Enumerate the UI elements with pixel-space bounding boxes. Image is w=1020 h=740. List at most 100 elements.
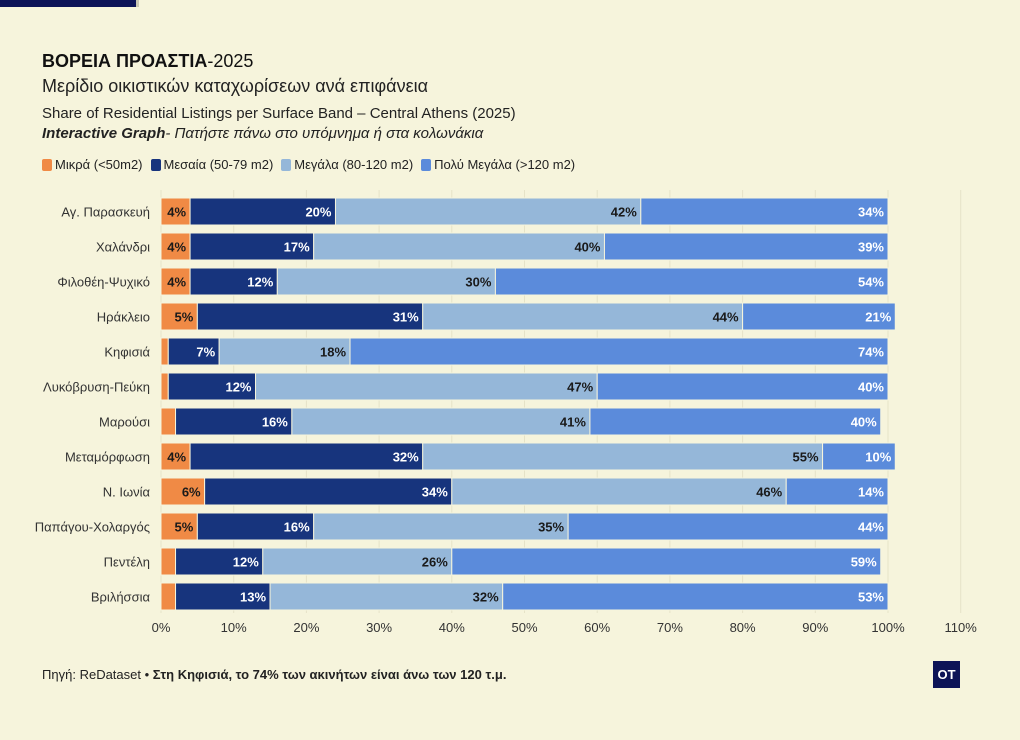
bar-segment[interactable]	[785, 477, 889, 506]
bar-segment[interactable]	[160, 407, 177, 436]
bar-segment[interactable]	[160, 232, 191, 261]
legend-label: Μεσαία (50-79 m2)	[163, 157, 274, 172]
chart-header: ΒΟΡΕΙΑ ΠΡΟΑΣΤΙΑ-2025 Μερίδιο οικιστικών …	[42, 50, 516, 144]
data-label: 42%	[611, 205, 637, 220]
bar-segment[interactable]	[160, 372, 169, 401]
data-label: 44%	[858, 520, 884, 535]
x-tick-label: 30%	[366, 620, 392, 635]
data-label: 20%	[305, 205, 331, 220]
bar-segment[interactable]	[291, 407, 591, 436]
bar-segment[interactable]	[160, 302, 198, 331]
data-label: 46%	[756, 485, 782, 500]
bar-segment[interactable]	[204, 477, 453, 506]
bar-segment[interactable]	[160, 477, 206, 506]
bar-segment[interactable]	[334, 197, 642, 226]
bar-segment[interactable]	[640, 197, 889, 226]
data-label: 6%	[182, 485, 201, 500]
legend-item-1[interactable]: Μεσαία (50-79 m2)	[150, 157, 274, 172]
bar-segment[interactable]	[189, 267, 278, 296]
bar-segment[interactable]	[189, 232, 315, 261]
bar-segment[interactable]	[160, 582, 177, 611]
chart-title: ΒΟΡΕΙΑ ΠΡΟΑΣΤΙΑ-2025	[42, 50, 516, 72]
top-accent-bar	[0, 0, 136, 7]
category-label: Χαλάνδρι	[96, 240, 150, 255]
bar-segment[interactable]	[262, 547, 453, 576]
bar-segment[interactable]	[313, 512, 569, 541]
bar-segment[interactable]	[255, 372, 598, 401]
bar-segment[interactable]	[160, 442, 191, 471]
data-label: 16%	[262, 415, 288, 430]
x-tick-label: 20%	[293, 620, 319, 635]
category-label: Πεντέλη	[104, 555, 150, 570]
bar-segment[interactable]	[276, 267, 496, 296]
data-label: 5%	[175, 310, 194, 325]
bar-segment[interactable]	[742, 302, 896, 331]
bar-segment[interactable]	[596, 372, 889, 401]
bar-segment[interactable]	[160, 512, 198, 541]
data-label: 5%	[175, 520, 194, 535]
bar-segment[interactable]	[451, 477, 787, 506]
bar-segment[interactable]	[218, 337, 351, 366]
bar-segment[interactable]	[160, 337, 169, 366]
chart-subtitle-english: Share of Residential Listings per Surfac…	[42, 105, 516, 122]
source-separator: •	[141, 667, 153, 682]
legend-swatch	[150, 158, 161, 171]
bar-segment[interactable]	[167, 337, 220, 366]
bar-segment[interactable]	[196, 302, 424, 331]
category-label: Παπάγου-Χολαργός	[35, 520, 150, 535]
category-label: Λυκόβρυση-Πεύκη	[43, 380, 150, 395]
bar-segment[interactable]	[422, 442, 824, 471]
bar-segment[interactable]	[603, 232, 889, 261]
ot-logo[interactable]: OT	[933, 661, 960, 688]
data-label: 40%	[858, 380, 884, 395]
bar-segment[interactable]	[167, 372, 257, 401]
interactive-hint-text: - Πατήστε πάνω στο υπόμνημα ή στα κολωνά…	[165, 125, 484, 142]
top-accent-shadow	[136, 0, 139, 7]
bar-segment[interactable]	[494, 267, 889, 296]
data-label: 32%	[393, 450, 419, 465]
data-label: 4%	[167, 205, 186, 220]
bar-segment[interactable]	[160, 197, 191, 226]
legend-item-2[interactable]: Μεγάλα (80-120 m2)	[281, 157, 413, 172]
chart-legend: Μικρά (<50m2) Μεσαία (50-79 m2) Μεγάλα (80…	[42, 157, 575, 172]
x-tick-label: 10%	[221, 620, 247, 635]
data-label: 10%	[865, 450, 891, 465]
x-tick-label: 40%	[439, 620, 465, 635]
x-tick-label: 50%	[511, 620, 537, 635]
data-label: 35%	[538, 520, 564, 535]
data-label: 4%	[167, 450, 186, 465]
bar-segment[interactable]	[189, 442, 424, 471]
data-label: 4%	[167, 240, 186, 255]
bar-segment[interactable]	[451, 547, 882, 576]
bar-segment[interactable]	[269, 582, 504, 611]
bar-segment[interactable]	[189, 197, 336, 226]
bar-segment[interactable]	[567, 512, 889, 541]
category-label: Αγ. Παρασκευή	[61, 205, 150, 220]
category-label: Ν. Ιωνία	[103, 485, 151, 500]
data-label: 34%	[858, 205, 884, 220]
category-label: Φιλοθέη-Ψυχικό	[57, 275, 150, 290]
chart-title-bold: ΒΟΡΕΙΑ ΠΡΟΑΣΤΙΑ	[42, 51, 208, 71]
bar-segment[interactable]	[196, 512, 315, 541]
legend-swatch	[281, 158, 292, 171]
bar-segment[interactable]	[502, 582, 889, 611]
bar-segment[interactable]	[422, 302, 744, 331]
bar-segment[interactable]	[313, 232, 605, 261]
category-label: Κηφισιά	[104, 345, 150, 360]
legend-label: Μικρά (<50m2)	[55, 157, 143, 172]
interactive-hint-bold: Interactive Graph	[42, 125, 166, 142]
bar-segment[interactable]	[349, 337, 889, 366]
x-tick-label: 100%	[871, 620, 905, 635]
x-tick-label: 90%	[802, 620, 828, 635]
legend-label: Μεγάλα (80-120 m2)	[294, 157, 414, 172]
legend-item-3[interactable]: Πολύ Μεγάλα (>120 m2)	[421, 157, 575, 172]
bar-segment[interactable]	[160, 267, 191, 296]
bar-segment[interactable]	[589, 407, 882, 436]
bar-segment[interactable]	[822, 442, 896, 471]
bar-segment[interactable]	[175, 582, 271, 611]
legend-item-0[interactable]: Μικρά (<50m2)	[42, 157, 143, 172]
bar-segment[interactable]	[160, 547, 177, 576]
category-label: Μαρούσι	[99, 415, 150, 430]
data-label: 32%	[473, 590, 499, 605]
data-label: 14%	[858, 485, 884, 500]
